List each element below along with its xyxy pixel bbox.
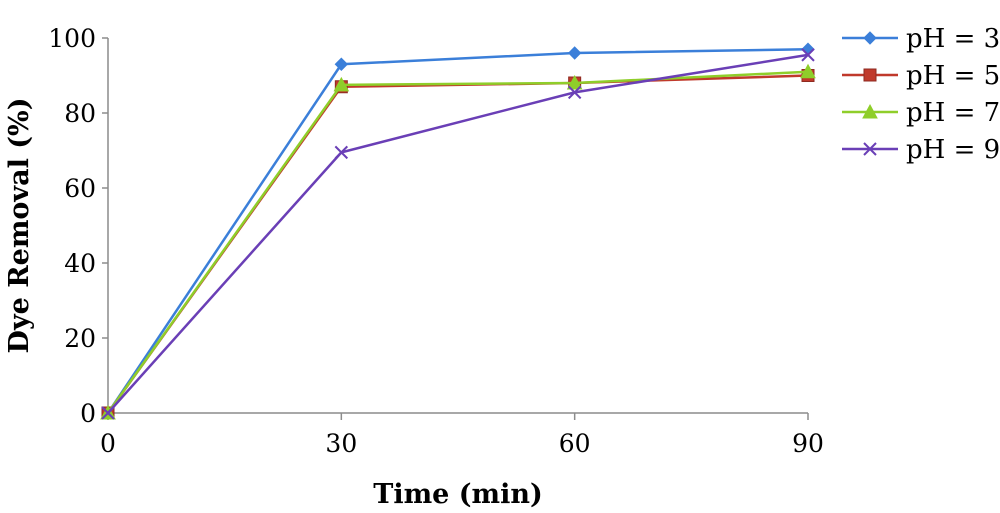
y-tick-label: 60 bbox=[64, 174, 96, 203]
legend-marker bbox=[863, 68, 877, 82]
legend-item: pH = 7 bbox=[842, 98, 1000, 128]
legend: pH = 3 pH = 5 pH = 7 pH = 9 bbox=[842, 24, 1000, 165]
legend-label: pH = 7 bbox=[906, 98, 1000, 128]
data-point bbox=[567, 46, 582, 60]
y-axis-title: Dye Removal (%) bbox=[4, 98, 35, 354]
legend-item: pH = 9 bbox=[842, 135, 1000, 165]
y-tick-label: 40 bbox=[64, 249, 96, 278]
y-tick-label: 20 bbox=[64, 324, 96, 353]
y-tick-label: 100 bbox=[48, 24, 96, 53]
data-point bbox=[334, 145, 349, 160]
data-point bbox=[101, 406, 115, 420]
data-point bbox=[801, 42, 815, 56]
legend-marker bbox=[862, 103, 878, 119]
series-4 bbox=[101, 48, 815, 420]
data-point bbox=[566, 74, 583, 90]
series-line bbox=[106, 48, 809, 414]
data-point bbox=[801, 48, 815, 62]
axes: 0 20 40 60 80 100 0 30 60 90 bbox=[48, 24, 824, 458]
legend-item: pH = 5 bbox=[842, 61, 1000, 91]
x-tick-label: 0 bbox=[100, 429, 116, 458]
x-tick-label: 30 bbox=[325, 429, 357, 458]
data-point bbox=[334, 57, 349, 71]
series-line bbox=[106, 70, 809, 414]
legend-marker bbox=[863, 31, 877, 45]
legend-label: pH = 5 bbox=[906, 61, 1000, 91]
series-1 bbox=[101, 42, 815, 420]
y-tick-label: 0 bbox=[80, 399, 96, 428]
x-tick-label: 60 bbox=[559, 429, 591, 458]
series-line bbox=[106, 74, 809, 414]
series-line bbox=[107, 53, 809, 414]
data-point bbox=[800, 63, 816, 79]
legend-item: pH = 3 bbox=[842, 24, 1000, 54]
y-tick-label: 80 bbox=[64, 99, 96, 128]
data-point bbox=[333, 76, 350, 92]
series-layer bbox=[100, 42, 816, 420]
x-tick-label: 90 bbox=[792, 429, 824, 458]
data-point bbox=[567, 85, 582, 100]
legend-label: pH = 9 bbox=[906, 135, 1000, 165]
legend-marker bbox=[863, 142, 877, 156]
series-3 bbox=[100, 63, 816, 420]
legend-label: pH = 3 bbox=[906, 24, 1000, 54]
x-axis-title: Time (min) bbox=[373, 479, 543, 510]
